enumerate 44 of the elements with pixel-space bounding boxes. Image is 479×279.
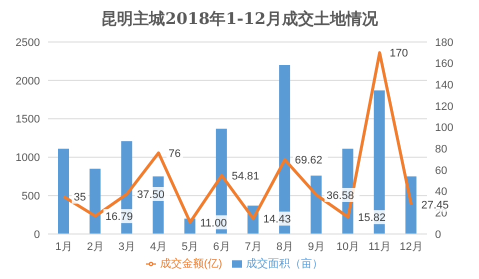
x-tick-label: 5月 <box>182 240 199 253</box>
y2-tick-label: 0 <box>435 228 442 241</box>
legend-label: 成交面积（亩） <box>246 258 324 270</box>
x-tick-label: 11月 <box>368 240 391 253</box>
y2-tick-label: 80 <box>435 144 448 156</box>
x-tick-label: 12月 <box>400 240 423 253</box>
x-tick-label: 7月 <box>244 240 262 253</box>
data-label: 16.79 <box>105 211 133 224</box>
legend-label: 成交金额(亿) <box>160 258 222 270</box>
data-label: 36.58 <box>326 190 354 202</box>
y2-tick-label: 140 <box>435 80 454 92</box>
data-label: 69.62 <box>294 154 322 167</box>
x-tick-label: 3月 <box>118 240 136 253</box>
x-tick-label: 8月 <box>276 240 294 253</box>
data-label: 14.43 <box>263 214 291 226</box>
y2-tick-label: 160 <box>435 58 454 70</box>
bar <box>310 176 322 234</box>
x-tick-label: 4月 <box>150 240 168 253</box>
x-tick-label: 9月 <box>308 240 326 253</box>
y2-tick-label: 100 <box>435 122 454 134</box>
y2-tick-label: 40 <box>435 186 448 198</box>
data-label: 35 <box>74 192 86 204</box>
y-tick-label: 0 <box>34 228 40 241</box>
x-tick-label: 1月 <box>55 240 72 253</box>
data-label: 11.00 <box>200 217 227 230</box>
data-label: 37.50 <box>136 189 164 201</box>
y2-tick-label: 180 <box>435 36 454 49</box>
bar <box>90 168 101 234</box>
chart-title: 昆明主城2018年1-12月成交土地情况 <box>100 8 379 30</box>
y2-tick-label: 60 <box>435 164 448 177</box>
y-tick-label: 2500 <box>16 36 40 49</box>
data-label: 170 <box>390 48 408 60</box>
data-label: 54.81 <box>232 170 260 183</box>
y-tick-label: 1500 <box>16 114 40 126</box>
x-tick-label: 2月 <box>86 240 104 253</box>
x-tick-label: 6月 <box>213 240 230 253</box>
y2-tick-label: 120 <box>435 100 454 113</box>
y-tick-label: 2000 <box>16 75 40 88</box>
data-label: 15.82 <box>358 212 386 224</box>
bar <box>58 148 69 234</box>
data-label: 76 <box>168 148 181 160</box>
y-tick-label: 500 <box>22 190 40 203</box>
x-tick-label: 10月 <box>336 240 360 253</box>
y-tick-label: 1000 <box>16 152 40 164</box>
